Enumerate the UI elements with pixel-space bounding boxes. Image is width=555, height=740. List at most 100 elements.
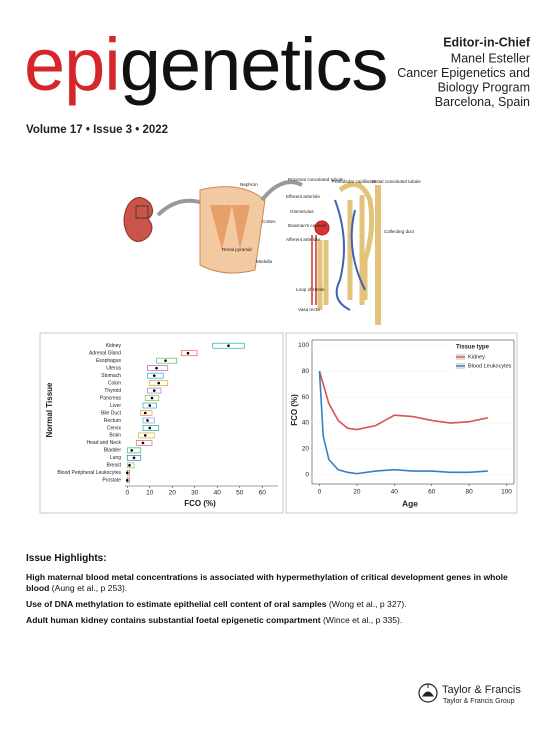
arrow xyxy=(156,198,204,217)
arrow xyxy=(260,180,303,202)
panel-frame xyxy=(39,332,284,514)
highlight-item: Use of DNA methylation to estimate epith… xyxy=(26,599,531,610)
highlight-item: High maternal blood metal concentrations… xyxy=(26,572,531,594)
median xyxy=(141,441,145,445)
median xyxy=(148,426,152,430)
median xyxy=(146,419,149,422)
y-axis-title: Normal Tissue xyxy=(45,382,54,438)
diagram-label: Vasa recta xyxy=(298,307,320,312)
x-tick-label: 100 xyxy=(501,489,512,496)
y-tick-label: 60 xyxy=(302,394,310,401)
box xyxy=(142,417,155,424)
median xyxy=(125,471,129,475)
diagram-label: Collecting duct xyxy=(384,229,415,234)
median xyxy=(130,449,134,452)
x-tick-label: 20 xyxy=(353,489,361,496)
diagram-labels: Nephron Cortex Renal pyramid Medulla Proxima… xyxy=(222,177,421,312)
y-tick-label: Brain xyxy=(109,433,121,439)
y-tick-label: Prostate xyxy=(102,478,121,484)
median xyxy=(152,389,156,392)
x-tick-label: 50 xyxy=(236,490,244,497)
x-tick-label: 30 xyxy=(191,490,199,497)
capillaries xyxy=(334,199,366,311)
diagram-label: Cortex xyxy=(262,219,276,224)
x-tick-label: 40 xyxy=(391,489,399,496)
diagram-label: Loop of Henle xyxy=(296,287,325,292)
box xyxy=(147,365,169,372)
x-tick-label: 60 xyxy=(259,490,267,497)
box xyxy=(147,387,162,394)
highlights-heading: Issue Highlights: xyxy=(26,553,107,564)
x-tick-label: 20 xyxy=(169,490,177,497)
highlight-citation: (Aung et al., p 253). xyxy=(51,583,128,593)
box xyxy=(149,380,169,386)
diagram-label: Renal pyramid xyxy=(222,247,252,252)
x-tick-label: 40 xyxy=(214,490,222,497)
highlights: Issue Highlights: High maternal blood me… xyxy=(26,553,531,631)
editor-line: Barcelona, Spain xyxy=(435,95,530,109)
x-tick-label: 10 xyxy=(146,490,154,497)
y-tick-label: Thyroid xyxy=(104,388,121,394)
editor-title: Editor-in-Chief xyxy=(443,35,531,49)
logo-lamp xyxy=(422,684,434,697)
y-tick-label: Cervix xyxy=(107,425,122,431)
median xyxy=(128,464,131,467)
diagram-label: Proximal convoluted tubule xyxy=(288,177,344,182)
median xyxy=(143,411,147,415)
tubules xyxy=(317,181,375,310)
publisher-group: Taylor & Francis Group xyxy=(443,698,515,705)
box xyxy=(126,454,142,461)
y-tick-label: Lung xyxy=(110,455,121,461)
diagram-label: Distal convoluted tubule xyxy=(372,179,421,184)
highlight-item: Adult human kidney contains substantial … xyxy=(26,615,531,626)
highlight-citation: (Wong et al., p 327). xyxy=(328,599,407,609)
y-tick-label: Rectum xyxy=(104,418,121,424)
box xyxy=(212,342,245,349)
median xyxy=(148,404,152,407)
x-tick-label: 80 xyxy=(465,489,473,496)
y-tick-label: 0 xyxy=(305,472,309,479)
diagram-label: Medulla xyxy=(256,259,273,264)
y-tick-label: Breast xyxy=(107,463,122,469)
median xyxy=(132,456,136,460)
publisher-name: Taylor & Francis xyxy=(442,684,521,696)
editor-line: Biology Program xyxy=(438,80,530,94)
median xyxy=(155,366,158,370)
editor-line: Cancer Epigenetics and xyxy=(397,66,530,80)
renal-pyramids xyxy=(210,205,250,250)
legend-label: Blood Leukocytes xyxy=(468,363,512,369)
box xyxy=(138,432,155,439)
median xyxy=(164,359,167,362)
diagram-label: Glomerulus xyxy=(290,209,314,214)
kidney-diagram xyxy=(123,180,381,325)
kidney-icon xyxy=(123,197,154,242)
y-tick-label: Head and Neck xyxy=(87,440,122,446)
median xyxy=(125,478,129,482)
median xyxy=(186,351,190,355)
y-tick-label: 40 xyxy=(302,420,310,427)
diagram-label: Afferent arteriole xyxy=(286,237,320,242)
box xyxy=(147,372,164,379)
y-tick-label: Colon xyxy=(108,380,121,386)
box xyxy=(126,447,142,454)
y-tick-label: Blood Peripheral Leukocytes xyxy=(57,470,121,476)
legend-title: Tissue type xyxy=(456,345,490,351)
editor-line: Manel Esteller xyxy=(451,51,530,65)
y-tick-label: Esophagus xyxy=(96,358,122,364)
issue-line: Volume 17 • Issue 3 • 2022 xyxy=(26,124,168,136)
box xyxy=(126,462,135,469)
legend-label: Kidney xyxy=(468,354,485,360)
line xyxy=(318,371,488,475)
y-tick-label: 20 xyxy=(302,446,310,453)
highlight-text: Adult human kidney contains substantial … xyxy=(26,615,321,625)
median xyxy=(152,374,156,377)
y-tick-label: Kidney xyxy=(106,343,122,349)
diagram-label: Efferent arteriole xyxy=(286,194,320,199)
zoom-box xyxy=(135,205,149,219)
panel-frame xyxy=(285,332,518,514)
highlight-text: High maternal blood metal concentrations… xyxy=(26,572,508,593)
logo-prefix: epi xyxy=(24,23,120,106)
